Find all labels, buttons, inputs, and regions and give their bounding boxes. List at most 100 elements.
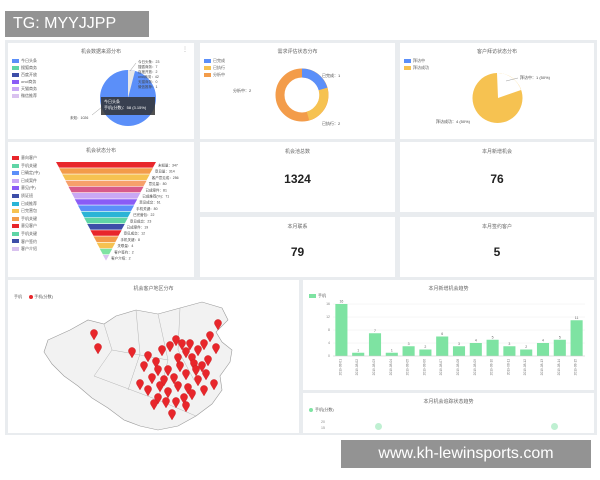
- funnel-segment[interactable]: [56, 162, 156, 168]
- map-pin[interactable]: [164, 387, 172, 399]
- map-pin[interactable]: [128, 347, 136, 359]
- map-pin[interactable]: [90, 329, 98, 341]
- map-pin[interactable]: [148, 373, 156, 385]
- trend-bar[interactable]: [503, 346, 516, 356]
- map-pin[interactable]: [168, 409, 176, 421]
- map-pin[interactable]: [214, 319, 222, 331]
- funnel-segment[interactable]: [102, 255, 110, 261]
- map-pin[interactable]: [204, 355, 212, 367]
- trend-bar-chart[interactable]: 0481216162019-08-0112019-08-0272019-08-0…: [303, 280, 594, 390]
- map-pin[interactable]: [166, 341, 174, 353]
- map-pin[interactable]: [176, 361, 184, 373]
- map-pin[interactable]: [212, 343, 220, 355]
- map-pin[interactable]: [180, 393, 188, 405]
- funnel-segment[interactable]: [71, 193, 141, 199]
- funnel-segment[interactable]: [99, 248, 113, 255]
- trend-bar[interactable]: [570, 320, 583, 356]
- funnel-segment[interactable]: [90, 230, 122, 236]
- map-pin[interactable]: [188, 353, 196, 365]
- map-pin[interactable]: [152, 357, 160, 369]
- trend-bar[interactable]: [385, 352, 398, 356]
- bar-data-label: 7: [374, 329, 376, 333]
- map-pin[interactable]: [182, 401, 190, 413]
- trend-bar[interactable]: [368, 333, 382, 356]
- tracking-legend: 手机(分数): [309, 407, 334, 413]
- map-pin[interactable]: [194, 345, 202, 357]
- map-pin[interactable]: [178, 339, 186, 351]
- visit-pie-chart[interactable]: 拜访中：1 (50%) 拜访成功：4 (50%): [400, 43, 594, 139]
- map-pin[interactable]: [136, 379, 144, 391]
- funnel-segment[interactable]: [65, 180, 147, 187]
- map-pin[interactable]: [194, 375, 202, 387]
- metric-card-customer[interactable]: 本月签约客户 5: [400, 217, 594, 277]
- map-pin[interactable]: [202, 369, 210, 381]
- map-pin[interactable]: [188, 389, 196, 401]
- map-pin[interactable]: [182, 369, 190, 381]
- map-pin[interactable]: [172, 397, 180, 409]
- map-pin[interactable]: [162, 397, 170, 409]
- trend-bar[interactable]: [436, 336, 449, 357]
- map-pins[interactable]: [90, 319, 222, 421]
- trend-bar[interactable]: [520, 349, 533, 357]
- map-pin[interactable]: [174, 381, 182, 393]
- map-pin[interactable]: [160, 375, 168, 387]
- funnel-segment[interactable]: [93, 236, 119, 242]
- map-pin[interactable]: [94, 343, 102, 355]
- map-pin[interactable]: [150, 399, 158, 411]
- trend-bar[interactable]: [452, 346, 466, 356]
- funnel-segment[interactable]: [96, 242, 116, 249]
- source-pie-chart[interactable]: 今日头条：23 搜狐商务：7 百度开放：2 oncl商务：42 天猫商务：0 微…: [8, 43, 194, 139]
- donut-slice-done[interactable]: [301, 68, 328, 91]
- map-pin[interactable]: [192, 365, 200, 377]
- funnel-segment[interactable]: [84, 217, 128, 224]
- map-pin[interactable]: [182, 347, 190, 359]
- metric-card-new[interactable]: 本月新增机会 76: [400, 142, 594, 212]
- trend-bar[interactable]: [335, 304, 348, 356]
- evaluation-donut-chart[interactable]: 已完成：1 分析中：2 已执行：2: [200, 43, 395, 139]
- funnel-segment[interactable]: [81, 211, 131, 218]
- map-pin[interactable]: [186, 339, 194, 351]
- card-title: 本月新增机会趋势: [428, 286, 469, 292]
- map-pin[interactable]: [184, 383, 192, 395]
- map-pin[interactable]: [154, 393, 162, 405]
- trend-bar[interactable]: [419, 349, 432, 357]
- trend-bar[interactable]: [486, 339, 499, 356]
- donut-slice-executed[interactable]: [306, 87, 329, 121]
- map-pin[interactable]: [190, 359, 198, 371]
- map-pin[interactable]: [174, 353, 182, 365]
- trend-bar[interactable]: [536, 343, 550, 356]
- map-pin[interactable]: [144, 385, 152, 397]
- map-pin[interactable]: [206, 331, 214, 343]
- tracking-point[interactable]: [551, 423, 558, 430]
- map-pin[interactable]: [200, 385, 208, 397]
- funnel-segment[interactable]: [68, 186, 144, 193]
- trend-bar[interactable]: [402, 346, 415, 356]
- pie-slice-small[interactable]: [128, 70, 135, 98]
- bar-data-label: 3: [508, 342, 510, 346]
- tracking-point[interactable]: [375, 423, 382, 430]
- trend-bar[interactable]: [469, 343, 482, 356]
- funnel-segment[interactable]: [87, 224, 125, 230]
- map-pin[interactable]: [210, 379, 218, 391]
- china-map[interactable]: [8, 280, 299, 433]
- map-pin[interactable]: [156, 381, 164, 393]
- trend-bar[interactable]: [553, 339, 566, 356]
- map-pin[interactable]: [140, 361, 148, 373]
- funnel-segment[interactable]: [62, 174, 150, 180]
- funnel-segment[interactable]: [59, 168, 153, 174]
- map-pin[interactable]: [170, 373, 178, 385]
- trend-bar[interactable]: [352, 352, 365, 356]
- funnel-label: 意见量：80: [149, 181, 167, 186]
- funnel-segment[interactable]: [77, 205, 135, 211]
- metric-card-contact[interactable]: 本月联系 79: [200, 217, 395, 277]
- map-pin[interactable]: [200, 339, 208, 351]
- funnel-segment[interactable]: [74, 199, 138, 205]
- more-icon[interactable]: ⋮: [182, 47, 188, 53]
- map-pin[interactable]: [154, 365, 162, 377]
- pie-label: 百度开放：2: [138, 69, 157, 74]
- metric-card-total[interactable]: 机会池总数 1324: [200, 142, 395, 212]
- map-pin[interactable]: [158, 345, 166, 357]
- map-pin[interactable]: [144, 351, 152, 363]
- map-pin[interactable]: [164, 365, 172, 377]
